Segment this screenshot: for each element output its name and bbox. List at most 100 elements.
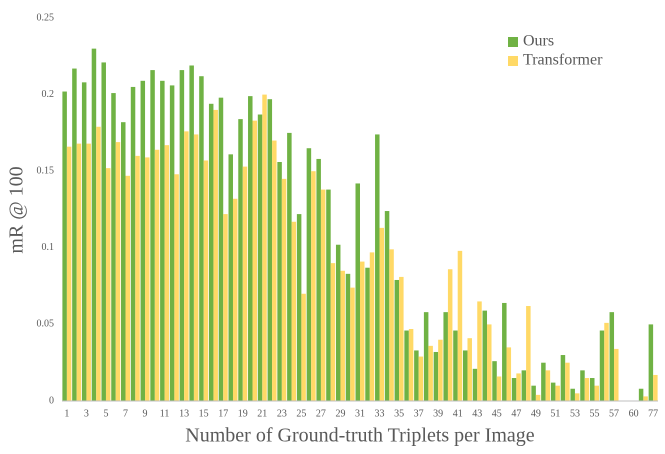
bar (604, 322, 609, 401)
y-tick-label: 0.25 (37, 12, 55, 23)
bar (487, 324, 492, 401)
bar (115, 142, 121, 402)
bar (516, 373, 521, 401)
bar (130, 86, 136, 401)
bar (365, 267, 370, 401)
bar (609, 312, 615, 401)
bar (453, 330, 458, 401)
bar (140, 80, 146, 401)
x-tick-label: 9 (143, 408, 148, 419)
bar (316, 158, 321, 401)
bar (267, 99, 273, 402)
bar (545, 370, 551, 401)
bar (105, 168, 111, 401)
bar (511, 378, 517, 401)
bar (252, 120, 258, 402)
x-tick-label: 25 (296, 408, 306, 419)
bar (287, 132, 292, 401)
bar (375, 134, 380, 401)
bar (555, 385, 560, 401)
bar (472, 368, 478, 401)
bar (199, 76, 204, 401)
bar (394, 279, 400, 401)
bar (599, 330, 605, 401)
bar (121, 122, 126, 402)
bar (477, 301, 482, 401)
bar (296, 214, 302, 401)
bar (281, 178, 287, 401)
bar (208, 103, 214, 402)
x-tick-label: 37 (414, 408, 424, 419)
bar (638, 388, 644, 401)
bar (174, 174, 179, 401)
bar (648, 324, 654, 401)
bar (531, 385, 536, 401)
bar (248, 96, 253, 401)
legend-swatch (508, 37, 518, 47)
bar (550, 382, 556, 401)
bar (330, 263, 336, 401)
bar (160, 80, 165, 401)
bar (306, 148, 312, 401)
x-tick-label: 60 (629, 408, 639, 419)
bar (462, 350, 468, 401)
legend-swatch (508, 56, 518, 66)
bar (154, 149, 160, 401)
x-tick-label: 27 (316, 408, 326, 419)
x-tick-label: 41 (453, 408, 463, 419)
bar (457, 250, 463, 401)
bar (384, 211, 390, 401)
x-tick-label: 5 (103, 408, 108, 419)
bar (643, 396, 648, 401)
bar (389, 249, 394, 401)
bar (135, 155, 140, 401)
x-tick-label: 7 (123, 408, 128, 419)
bar (101, 62, 106, 401)
bar (62, 91, 67, 401)
x-tick-label: 21 (257, 408, 267, 419)
bar (238, 119, 243, 401)
y-axis-label: mR @ 100 (6, 166, 28, 253)
bar (399, 276, 404, 401)
x-axis-label: Number of Ground-truth Triplets per Imag… (185, 425, 535, 447)
bar (482, 310, 488, 401)
bar (213, 109, 218, 402)
bar (502, 302, 507, 401)
bar (223, 214, 228, 401)
bar (408, 328, 414, 401)
bar (570, 388, 575, 401)
bar (145, 157, 150, 401)
x-tick-label: 1 (64, 408, 69, 419)
bar (560, 355, 566, 401)
bar (277, 162, 282, 401)
y-tick-label: 0.15 (37, 165, 55, 176)
legend-label: Transformer (523, 52, 603, 69)
x-tick-label: 35 (394, 408, 404, 419)
bar (653, 374, 658, 401)
bar (164, 145, 170, 401)
x-tick-label: 53 (570, 408, 580, 419)
bar (72, 68, 77, 401)
bar (506, 347, 512, 401)
bar (574, 393, 580, 401)
x-tick-label: 29 (335, 408, 345, 419)
bar (242, 166, 248, 401)
bar (535, 394, 541, 401)
y-tick-label: 0.2 (42, 89, 55, 100)
bar (438, 339, 443, 401)
bar (345, 273, 351, 401)
bar (86, 143, 91, 401)
bar (311, 171, 316, 401)
bar (340, 270, 345, 401)
bar (301, 293, 306, 401)
x-tick-label: 13 (179, 408, 189, 419)
legend-label: Ours (523, 33, 554, 50)
x-tick-label: 77 (648, 408, 658, 419)
y-tick-label: 0.05 (37, 319, 55, 330)
x-tick-label: 3 (84, 408, 89, 419)
bar (320, 189, 326, 401)
bar (541, 362, 546, 401)
bar (350, 287, 355, 401)
bar (184, 131, 189, 402)
bar (369, 252, 375, 401)
